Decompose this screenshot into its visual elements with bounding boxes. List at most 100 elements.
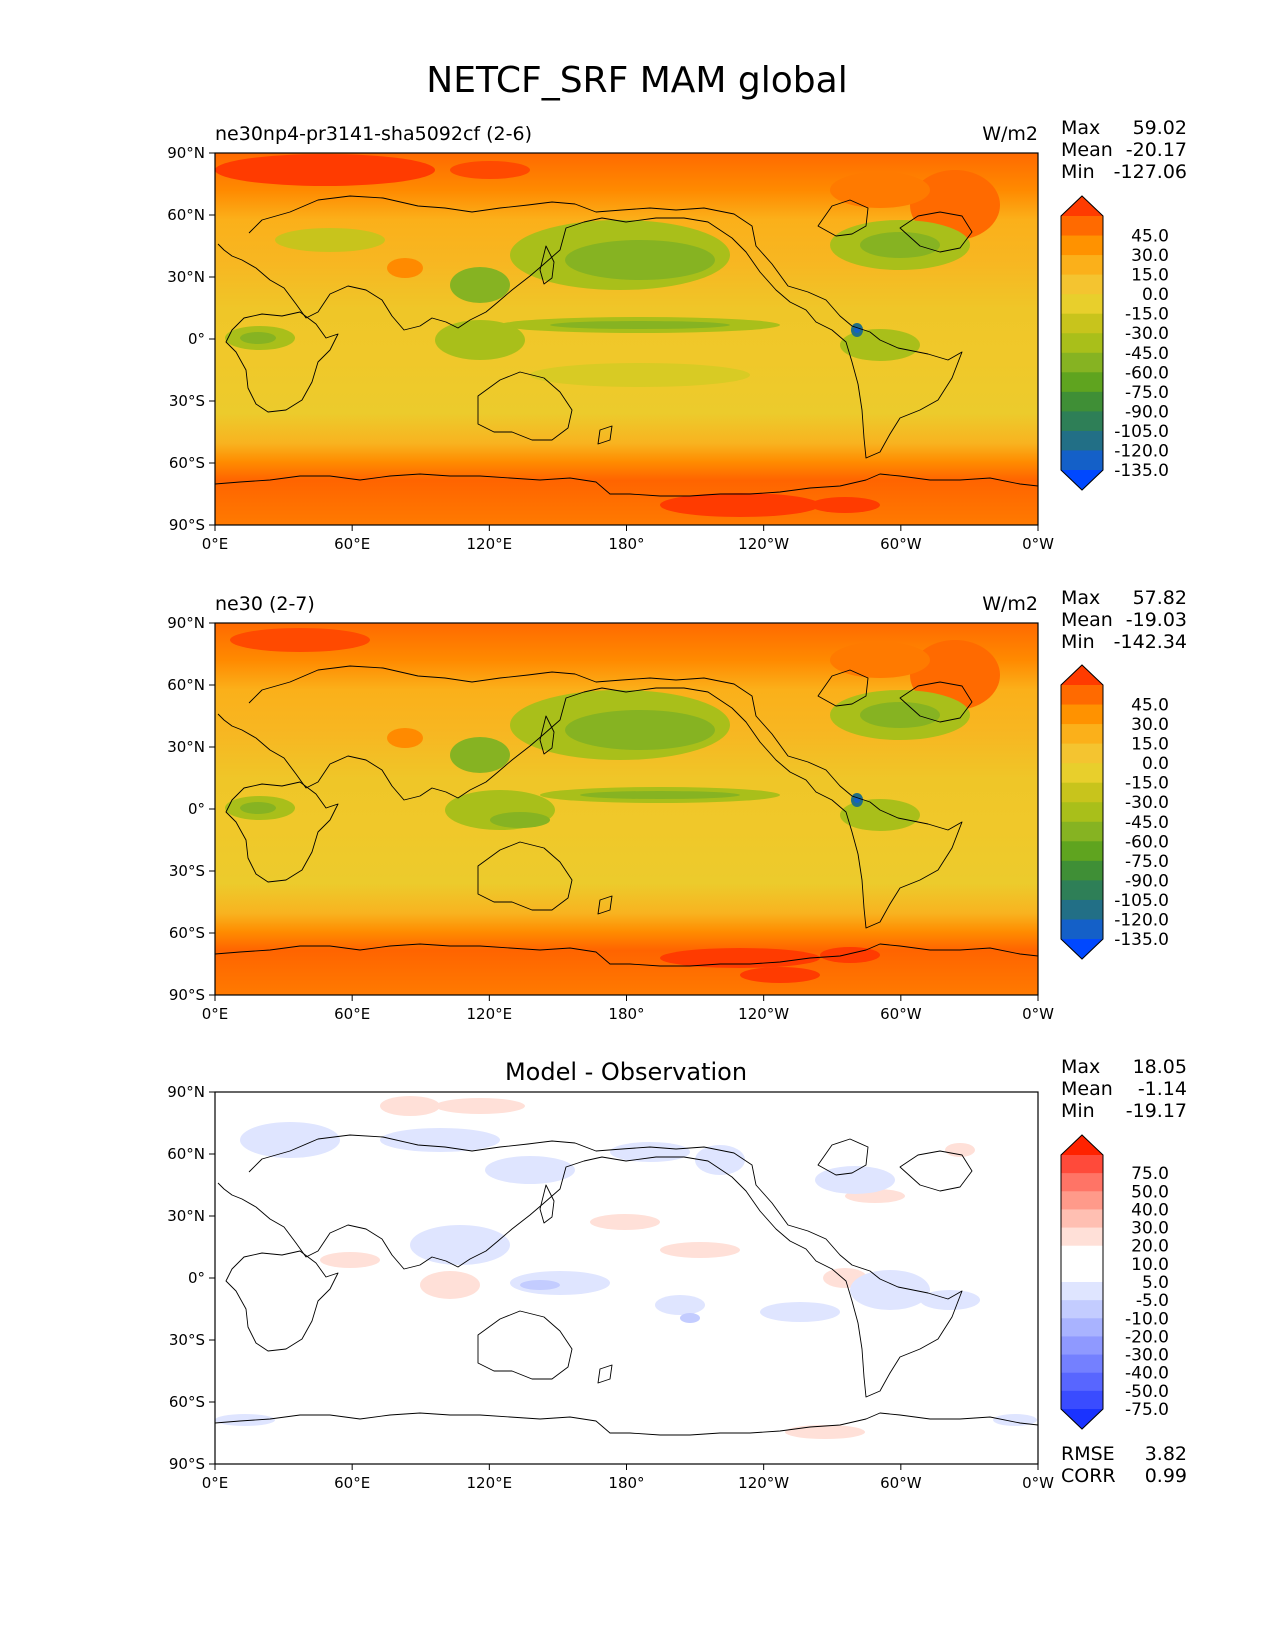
colorbar-extend-min <box>1061 1409 1103 1429</box>
colorbar-swatch <box>1061 685 1103 706</box>
colorbar-label: -105.0 <box>1114 891 1169 911</box>
rmse-value: 3.82 <box>1145 1443 1187 1465</box>
colorbar-extend-min <box>1061 470 1103 490</box>
colorbar-swatch <box>1061 450 1103 471</box>
panel-reference-colorbar: 45.030.015.00.0-15.0-30.0-45.0-60.0-75.0… <box>1060 664 1169 960</box>
colorbar-swatch <box>1061 763 1103 784</box>
y-tick-label: 60°N <box>167 206 205 224</box>
panel-difference-min-value: -19.17 <box>1126 1100 1187 1122</box>
panel-test-min-label: Min <box>1061 161 1095 183</box>
colorbar-swatch <box>1061 1354 1103 1374</box>
colorbar-swatch <box>1061 782 1103 803</box>
y-tick-label: 60°S <box>169 924 205 942</box>
colorbar-swatch <box>1061 821 1103 842</box>
x-tick-label: 60°W <box>880 1474 922 1492</box>
corr-value: 0.99 <box>1145 1465 1187 1487</box>
colorbar-swatch <box>1061 899 1103 920</box>
x-tick-label: 60°E <box>334 535 370 553</box>
colorbar-extend-max <box>1061 1135 1103 1155</box>
colorbar-swatch <box>1061 1372 1103 1392</box>
colorbar-swatch <box>1061 1209 1103 1229</box>
colorbar-label: -5.0 <box>1136 1291 1169 1311</box>
colorbar-swatch <box>1061 880 1103 901</box>
colorbar-swatch <box>1061 294 1103 315</box>
x-tick-label: 120°W <box>738 535 789 553</box>
colorbar-swatch <box>1061 724 1103 745</box>
panel-reference: ne30 (2-7) W/m2 <box>167 587 1187 1023</box>
colorbar-extend-max <box>1061 665 1103 685</box>
panel-test: ne30np4-pr3141-sha5092cf (2-6) W/m2 <box>167 117 1187 553</box>
colorbar-swatch <box>1061 1318 1103 1337</box>
colorbar-label: -135.0 <box>1114 930 1169 950</box>
panel-reference-min-value: -142.34 <box>1114 631 1187 653</box>
panel-reference-mean-label: Mean <box>1061 609 1113 631</box>
colorbar-label: -45.0 <box>1125 344 1169 364</box>
x-tick-label: 0°W <box>1022 535 1054 553</box>
x-tick-label: 180° <box>608 535 644 553</box>
colorbar-extend-min <box>1061 939 1103 959</box>
y-tick-label: 60°N <box>167 1145 205 1163</box>
y-tick-label: 30°S <box>169 1331 205 1349</box>
colorbar-label: -20.0 <box>1125 1327 1169 1347</box>
x-tick-label: 0°E <box>202 1474 229 1492</box>
colorbar-label: -50.0 <box>1125 1382 1169 1402</box>
colorbar-swatch <box>1061 274 1103 295</box>
colorbar-swatch <box>1061 1227 1103 1247</box>
y-tick-label: 60°N <box>167 676 205 694</box>
colorbar-outline <box>1060 195 1104 491</box>
colorbar-swatch <box>1061 919 1103 940</box>
y-tick-label: 0° <box>188 330 205 348</box>
colorbar-swatch <box>1061 1191 1103 1210</box>
colorbar-label: 0.0 <box>1142 285 1169 305</box>
y-tick-label: 30°S <box>169 392 205 410</box>
colorbar-label: 30.0 <box>1131 1219 1169 1239</box>
y-tick-label: 90°N <box>167 614 205 632</box>
panel-reference-units: W/m2 <box>982 593 1038 615</box>
panel-test-units: W/m2 <box>982 123 1038 145</box>
x-tick-label: 120°W <box>738 1474 789 1492</box>
panel-difference: Model - Observation <box>167 1056 1187 1492</box>
panel-difference-max-label: Max <box>1061 1056 1100 1078</box>
x-tick-label: 0°E <box>202 1005 229 1023</box>
colorbar-label: -40.0 <box>1125 1364 1169 1384</box>
colorbar-swatch <box>1061 313 1103 334</box>
x-tick-label: 60°E <box>334 1005 370 1023</box>
rmse-label: RMSE <box>1061 1443 1115 1465</box>
y-tick-label: 90°N <box>167 144 205 162</box>
y-tick-label: 0° <box>188 800 205 818</box>
x-tick-label: 120°W <box>738 1005 789 1023</box>
colorbar-label: 20.0 <box>1131 1237 1169 1257</box>
figure-title: NETCF_SRF MAM global <box>426 60 847 101</box>
x-tick-label: 60°W <box>880 535 922 553</box>
panel-reference-mean-value: -19.03 <box>1126 609 1187 631</box>
panel-difference-colorbar: 75.050.040.030.020.010.05.0-5.0-10.0-20.… <box>1060 1134 1169 1430</box>
colorbar-label: -75.0 <box>1125 383 1169 403</box>
colorbar-label: 5.0 <box>1142 1273 1169 1293</box>
y-tick-label: 30°N <box>167 268 205 286</box>
colorbar-label: -60.0 <box>1125 363 1169 383</box>
x-tick-label: 180° <box>608 1005 644 1023</box>
panel-test-min-value: -127.06 <box>1114 161 1187 183</box>
x-tick-label: 0°W <box>1022 1474 1054 1492</box>
panel-reference-title: ne30 (2-7) <box>215 593 315 615</box>
colorbar-label: -90.0 <box>1125 402 1169 422</box>
x-tick-label: 120°E <box>467 535 513 553</box>
x-tick-label: 180° <box>608 1474 644 1492</box>
panel-difference-map <box>215 1092 1038 1464</box>
colorbar-swatch <box>1061 1173 1103 1192</box>
colorbar-swatch <box>1061 1245 1103 1265</box>
colorbar-label: 15.0 <box>1131 266 1169 286</box>
colorbar-label: -135.0 <box>1114 461 1169 481</box>
colorbar-swatch <box>1061 1300 1103 1319</box>
colorbar-swatch <box>1061 841 1103 862</box>
panel-reference-max-value: 57.82 <box>1133 587 1187 609</box>
colorbar-swatch <box>1061 1390 1103 1410</box>
corr-label: CORR <box>1061 1465 1116 1487</box>
colorbar-swatch <box>1061 411 1103 432</box>
colorbar-label: 10.0 <box>1131 1255 1169 1275</box>
colorbar-label: 40.0 <box>1131 1200 1169 1220</box>
x-tick-label: 120°E <box>467 1474 513 1492</box>
colorbar-outline <box>1060 664 1104 960</box>
colorbar-swatch <box>1061 391 1103 412</box>
colorbar-label: -45.0 <box>1125 813 1169 833</box>
